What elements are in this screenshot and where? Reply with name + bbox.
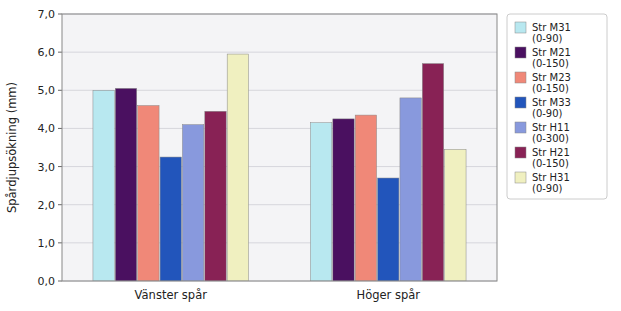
tick-mark — [58, 128, 62, 129]
tick-mark — [58, 166, 62, 167]
legend-label: Str M21(0-150) — [532, 47, 571, 69]
tick-mark — [58, 281, 62, 282]
legend-swatch — [515, 22, 526, 33]
tick-mark — [58, 90, 62, 91]
legend-swatch — [515, 122, 526, 133]
tick-label: 5,0 — [38, 84, 56, 97]
tick-label: 3,0 — [38, 161, 56, 174]
plot-frame — [62, 14, 497, 281]
plot-area — [62, 14, 497, 281]
axis-label: Spårdjupsökning (mm) — [5, 82, 19, 213]
grid-line — [62, 52, 497, 53]
chart: 0,0 1,0 2,0 3,0 4,0 5,0 6,0 7,0 Spårdjupsökning … — [0, 0, 621, 311]
bar — [182, 125, 203, 281]
tick-label: Höger spår — [356, 288, 420, 302]
legend-label: Str H21(0-150) — [532, 147, 570, 169]
legend-swatch — [515, 147, 526, 158]
bar — [310, 123, 331, 281]
bar — [333, 119, 354, 281]
legend-swatch — [515, 172, 526, 183]
y-axis: 0,0 1,0 2,0 3,0 4,0 5,0 6,0 7,0 — [38, 8, 498, 288]
tick-label: Vänster spår — [135, 288, 208, 302]
tick-label: 1,0 — [38, 237, 56, 250]
bar — [138, 106, 159, 281]
bar — [227, 54, 248, 281]
bar — [445, 149, 466, 281]
bar — [378, 178, 399, 281]
legend-label: Str H11(0-300) — [532, 122, 570, 144]
background — [0, 0, 621, 311]
bar — [355, 115, 376, 281]
tick-label: 4,0 — [38, 122, 56, 135]
legend-swatch — [515, 72, 526, 83]
legend-label: Str M33(0-90) — [532, 97, 571, 119]
bar — [422, 64, 443, 281]
legend-swatch — [515, 47, 526, 58]
bars — [93, 54, 466, 281]
x-axis: Vänster spår Höger spår — [135, 288, 421, 302]
tick-label: 6,0 — [38, 46, 56, 59]
bar — [400, 98, 421, 281]
tick-label: 0,0 — [38, 275, 56, 288]
legend-swatch — [515, 97, 526, 108]
bar — [93, 90, 114, 281]
legend-label: Str M31(0-90) — [532, 22, 571, 44]
tick-label: 2,0 — [38, 199, 56, 212]
tick-mark — [58, 242, 62, 243]
legend-label: Str M23(0-150) — [532, 72, 571, 94]
legend-label: Str H31(0-90) — [532, 172, 570, 194]
tick-mark — [58, 52, 62, 53]
tick-mark — [58, 14, 62, 15]
legend: Str M31(0-90) Str M21(0-150) Str M23(0-150… — [507, 14, 607, 199]
bar — [205, 111, 226, 281]
bar — [160, 157, 181, 281]
tick-label: 7,0 — [38, 8, 56, 21]
legend-box — [507, 14, 607, 199]
bar — [115, 88, 136, 281]
tick-mark — [58, 204, 62, 205]
